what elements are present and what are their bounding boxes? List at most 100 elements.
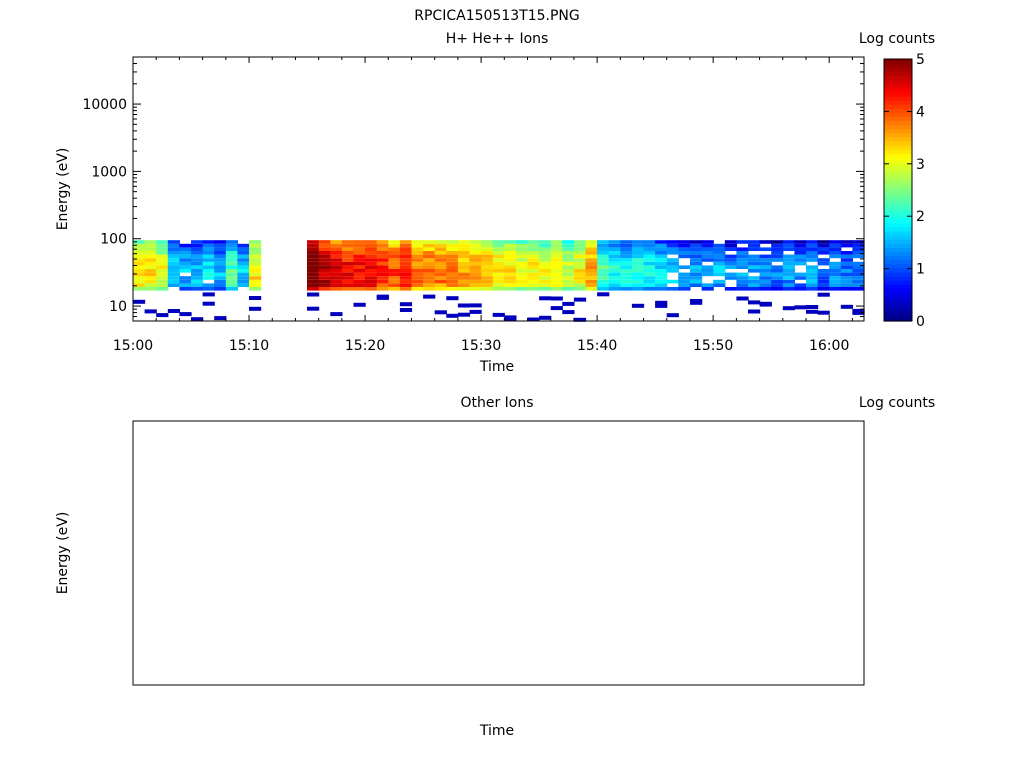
heatmap-cell — [202, 276, 215, 280]
heatmap-cell — [852, 261, 865, 266]
y-axis: 10 100 1000 10000 — [82, 56, 864, 322]
heatmap-cell — [585, 276, 598, 280]
colorbar-step — [884, 239, 912, 244]
heatmap-cell — [481, 261, 494, 266]
heatmap-cell — [191, 240, 204, 244]
heatmap-cell — [701, 269, 714, 273]
heatmap-cell — [504, 265, 517, 269]
heatmap-cell — [840, 283, 853, 287]
heatmap-cell — [411, 254, 424, 259]
heatmap-cell — [690, 265, 703, 269]
heatmap-cell — [840, 276, 853, 280]
heatmap-cell — [318, 251, 331, 255]
heatmap-cell — [585, 283, 598, 287]
heatmap-cell — [492, 312, 505, 317]
heatmap-cell — [782, 265, 795, 269]
heatmap-cell — [724, 240, 737, 244]
heatmap-cell — [330, 247, 343, 251]
heatmap-cell — [736, 287, 749, 291]
heatmap-cell — [214, 254, 227, 259]
colorbar-label: Log counts — [859, 31, 935, 47]
heatmap-cell — [515, 258, 529, 262]
heatmap-cell — [237, 279, 250, 284]
heatmap-cell — [144, 254, 157, 259]
heatmap-cell — [411, 243, 424, 248]
heatmap-cell — [341, 258, 355, 262]
colorbar-step — [884, 243, 912, 248]
heatmap-cell — [469, 247, 482, 251]
heatmap-cell — [713, 251, 726, 255]
heatmap-cell — [399, 269, 413, 273]
heatmap-cell — [562, 310, 575, 315]
heatmap-cell — [840, 251, 853, 255]
heatmap-cell — [504, 287, 517, 291]
heatmap-cell — [365, 269, 378, 273]
x-tick-label: 15:10 — [229, 338, 269, 354]
heatmap-cell — [214, 240, 227, 244]
heatmap-cell — [376, 254, 389, 259]
heatmap-cell — [318, 279, 331, 284]
heatmap-cell — [539, 287, 552, 291]
heatmap-cell — [852, 276, 865, 280]
heatmap-cell — [457, 258, 471, 262]
heatmap-cell — [806, 272, 819, 277]
heatmap-cell — [643, 247, 656, 251]
heatmap-cell — [550, 258, 563, 262]
heatmap-cell — [829, 247, 842, 251]
heatmap-cell — [782, 258, 795, 262]
heatmap-cell — [423, 240, 436, 244]
colorbar-step — [884, 153, 912, 158]
heatmap-cell — [399, 243, 413, 248]
heatmap-cell — [608, 265, 621, 269]
heatmap-cell — [678, 272, 691, 277]
colorbar-step — [884, 292, 912, 298]
heatmap-cell — [330, 243, 343, 248]
heatmap-cell — [353, 279, 366, 284]
heatmap-cell — [446, 283, 459, 287]
heatmap-cell — [481, 240, 494, 244]
heatmap-cell — [237, 251, 250, 255]
heatmap-cell — [191, 317, 204, 322]
heatmap-cell — [133, 251, 146, 255]
heatmap-cell — [852, 269, 865, 273]
heatmap-cell — [446, 243, 459, 248]
heatmap-cell — [713, 283, 726, 287]
heatmap-cell — [481, 254, 494, 259]
heatmap-cell — [388, 265, 401, 269]
heatmap-cell — [423, 269, 436, 273]
heatmap-cell — [237, 261, 250, 266]
heatmap-cell — [423, 261, 436, 266]
heatmap-cell — [527, 258, 540, 262]
heatmap-cell — [156, 251, 169, 255]
heatmap-cell — [376, 276, 389, 280]
heatmap-cell — [539, 243, 552, 248]
colorbar-step — [884, 230, 912, 236]
heatmap-cell — [806, 269, 819, 273]
heatmap-cell — [643, 265, 656, 269]
colorbar-step — [884, 259, 912, 265]
colorbar-step — [884, 83, 912, 89]
heatmap-cell — [736, 240, 749, 244]
x-tick-label: 15:50 — [693, 338, 733, 354]
heatmap-cell — [794, 272, 807, 277]
heatmap-cell — [550, 247, 563, 251]
heatmap-cell — [225, 279, 238, 284]
heatmap-cell — [631, 272, 645, 277]
heatmap-cell — [214, 243, 227, 248]
heatmap-cell — [446, 265, 459, 269]
colorbar-step — [884, 271, 912, 277]
heatmap-cell — [492, 261, 505, 266]
heatmap-cell — [214, 247, 227, 251]
heatmap-cell — [353, 251, 366, 255]
heatmap-cell — [771, 247, 784, 251]
heatmap-cell — [504, 272, 517, 277]
colorbar-tick-label: 1 — [916, 262, 925, 278]
heatmap-cell — [457, 276, 471, 280]
heatmap-cell — [573, 251, 587, 255]
colorbar-step — [884, 136, 912, 142]
heatmap-cell — [527, 265, 540, 269]
heatmap-cell — [446, 296, 459, 301]
heatmap-cell — [341, 243, 355, 248]
heatmap-cell — [620, 269, 633, 273]
heatmap-cell — [806, 279, 819, 284]
